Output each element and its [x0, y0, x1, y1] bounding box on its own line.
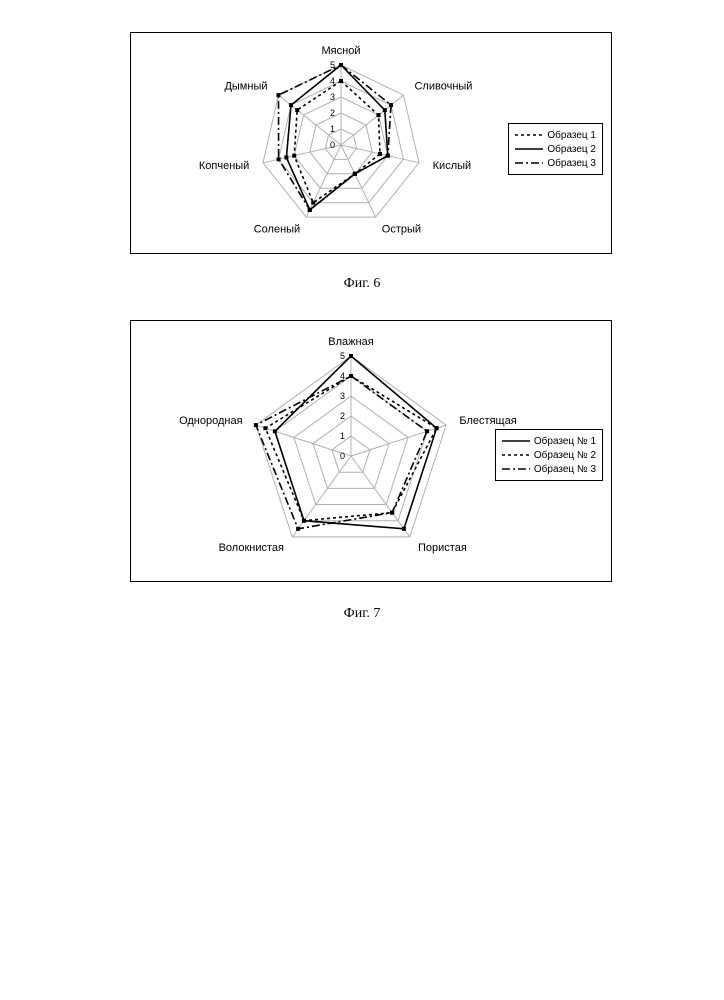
series-marker: [378, 152, 382, 156]
legend-item: Образец № 1: [502, 434, 596, 448]
axis-label: Сливочный: [414, 80, 472, 92]
axis-label: Однородная: [179, 415, 243, 427]
fig6-caption: Фиг. 6: [0, 276, 724, 292]
axis-label: Блестящая: [459, 415, 516, 427]
fig7-frame: Влажная Блестящая Пористая Волокнистая Однор…: [130, 320, 612, 582]
tick-label: 1: [340, 431, 345, 441]
series-marker: [386, 154, 390, 158]
fig7-caption: Фиг. 7: [0, 606, 724, 622]
axis-label: Волокнистая: [219, 542, 284, 554]
legend-item: Образец № 3: [502, 462, 596, 476]
tick-label: 2: [330, 108, 335, 118]
tick-label: 1: [330, 124, 335, 134]
spoke: [306, 145, 341, 217]
spoke: [256, 425, 351, 456]
series-marker: [389, 103, 393, 107]
series-marker: [311, 201, 315, 205]
series-marker: [296, 527, 300, 531]
axis-label: Влажная: [328, 336, 373, 348]
tick-label: 4: [330, 76, 335, 86]
series-marker: [339, 63, 343, 67]
legend-label: Образец 3: [547, 158, 596, 169]
legend-label: Образец 1: [547, 130, 596, 141]
series-marker: [349, 354, 353, 358]
legend-item: Образец 2: [515, 142, 596, 156]
series-marker: [349, 374, 353, 378]
series-marker: [390, 511, 394, 515]
legend-label: Образец № 1: [534, 436, 596, 447]
series-marker: [377, 113, 381, 117]
series-marker: [302, 519, 306, 523]
axis-label: Кислый: [433, 160, 472, 172]
fig7-legend: Образец № 1 Образец № 2 Образец № 3: [495, 429, 603, 481]
fig6-legend: Образец 1 Образец 2 Образец 3: [508, 123, 603, 175]
tick-label: 3: [340, 391, 345, 401]
series-marker: [276, 93, 280, 97]
axis-label: Копченый: [199, 160, 249, 172]
legend-item: Образец 3: [515, 156, 596, 170]
series-marker: [289, 103, 293, 107]
legend-label: Образец 2: [547, 144, 596, 155]
series-marker: [277, 157, 281, 161]
legend-label: Образец № 3: [534, 464, 596, 475]
series-marker: [353, 172, 357, 176]
series-marker: [339, 79, 343, 83]
legend-item: Образец № 2: [502, 448, 596, 462]
axis-label: Дымный: [224, 80, 267, 92]
series-marker: [284, 155, 288, 159]
tick-label: 3: [330, 92, 335, 102]
series-marker: [263, 426, 267, 430]
series-line: [275, 356, 437, 529]
series-marker: [292, 154, 296, 158]
tick-label: 2: [340, 411, 345, 421]
series-marker: [435, 426, 439, 430]
axis-label: Соленый: [254, 224, 300, 236]
fig6-frame: Мясной Сливочный Кислый Острый Соленый Копчен…: [130, 32, 612, 254]
series-marker: [383, 108, 387, 112]
series-marker: [308, 208, 312, 212]
axis-label: Острый: [382, 224, 421, 236]
series-marker: [295, 108, 299, 112]
series-marker: [254, 423, 258, 427]
axis-label: Мясной: [322, 45, 361, 57]
tick-label: 0: [330, 140, 335, 150]
legend-label: Образец № 2: [534, 450, 596, 461]
tick-label: 5: [340, 351, 345, 361]
legend-item: Образец 1: [515, 128, 596, 142]
series-marker: [425, 429, 429, 433]
tick-label: 0: [340, 451, 345, 461]
series-marker: [273, 429, 277, 433]
spoke: [292, 456, 351, 537]
axis-label: Пористая: [418, 542, 467, 554]
series-marker: [402, 527, 406, 531]
